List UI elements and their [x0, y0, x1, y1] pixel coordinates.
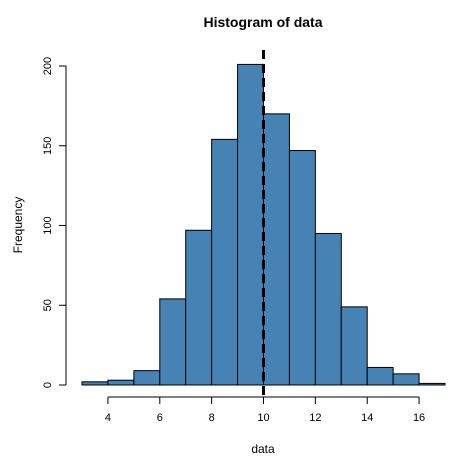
- histogram-bar: [133, 370, 161, 386]
- y-axis-label: Frequency: [11, 197, 25, 254]
- histogram-bar: [288, 150, 316, 386]
- histogram-bar: [366, 366, 394, 386]
- y-tick-label: 0: [42, 382, 54, 388]
- histogram-bar: [211, 138, 239, 386]
- histogram-bar: [107, 379, 135, 386]
- histogram-bar: [340, 306, 368, 386]
- x-axis: 4 6 8 10 12 14 16: [105, 396, 425, 424]
- histogram-bar: [263, 113, 290, 386]
- histogram-bar: [81, 381, 109, 386]
- histogram-bar: [237, 63, 265, 386]
- histogram-bar: [314, 232, 342, 386]
- x-tick-label: 10: [257, 412, 269, 424]
- histogram-bar: [418, 382, 446, 386]
- y-tick-label: 100: [42, 216, 54, 234]
- y-tick-label: 50: [42, 299, 54, 311]
- x-tick-label: 14: [361, 412, 373, 424]
- x-tick-label: 8: [209, 412, 215, 424]
- x-tick-label: 16: [413, 412, 425, 424]
- y-axis: 0 50 100 150 200: [42, 57, 67, 388]
- histogram-bar: [392, 373, 420, 386]
- chart-title: Histogram of data: [203, 14, 322, 30]
- x-tick-label: 12: [309, 412, 321, 424]
- x-tick-label: 4: [105, 412, 111, 424]
- histogram-bar: [159, 298, 187, 386]
- x-axis-label: data: [251, 442, 275, 456]
- y-tick-label: 200: [42, 57, 54, 75]
- y-tick-label: 150: [42, 137, 54, 155]
- histogram-bar: [185, 229, 213, 386]
- x-tick-label: 6: [157, 412, 163, 424]
